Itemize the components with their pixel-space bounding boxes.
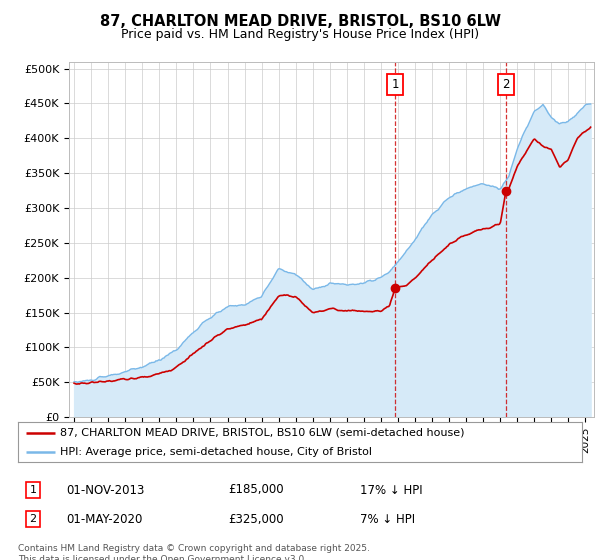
- Text: 7% ↓ HPI: 7% ↓ HPI: [360, 512, 415, 526]
- Text: 87, CHARLTON MEAD DRIVE, BRISTOL, BS10 6LW: 87, CHARLTON MEAD DRIVE, BRISTOL, BS10 6…: [100, 14, 500, 29]
- Text: £325,000: £325,000: [228, 512, 284, 526]
- Text: 01-MAY-2020: 01-MAY-2020: [66, 512, 142, 526]
- Text: HPI: Average price, semi-detached house, City of Bristol: HPI: Average price, semi-detached house,…: [60, 447, 372, 457]
- Text: 87, CHARLTON MEAD DRIVE, BRISTOL, BS10 6LW (semi-detached house): 87, CHARLTON MEAD DRIVE, BRISTOL, BS10 6…: [60, 428, 465, 438]
- Text: 2: 2: [502, 78, 509, 91]
- Text: £185,000: £185,000: [228, 483, 284, 497]
- Text: 1: 1: [391, 78, 399, 91]
- Text: 17% ↓ HPI: 17% ↓ HPI: [360, 483, 422, 497]
- Text: 1: 1: [29, 485, 37, 495]
- Text: Contains HM Land Registry data © Crown copyright and database right 2025.
This d: Contains HM Land Registry data © Crown c…: [18, 544, 370, 560]
- Text: 2: 2: [29, 514, 37, 524]
- Text: 01-NOV-2013: 01-NOV-2013: [66, 483, 145, 497]
- Text: Price paid vs. HM Land Registry's House Price Index (HPI): Price paid vs. HM Land Registry's House …: [121, 28, 479, 41]
